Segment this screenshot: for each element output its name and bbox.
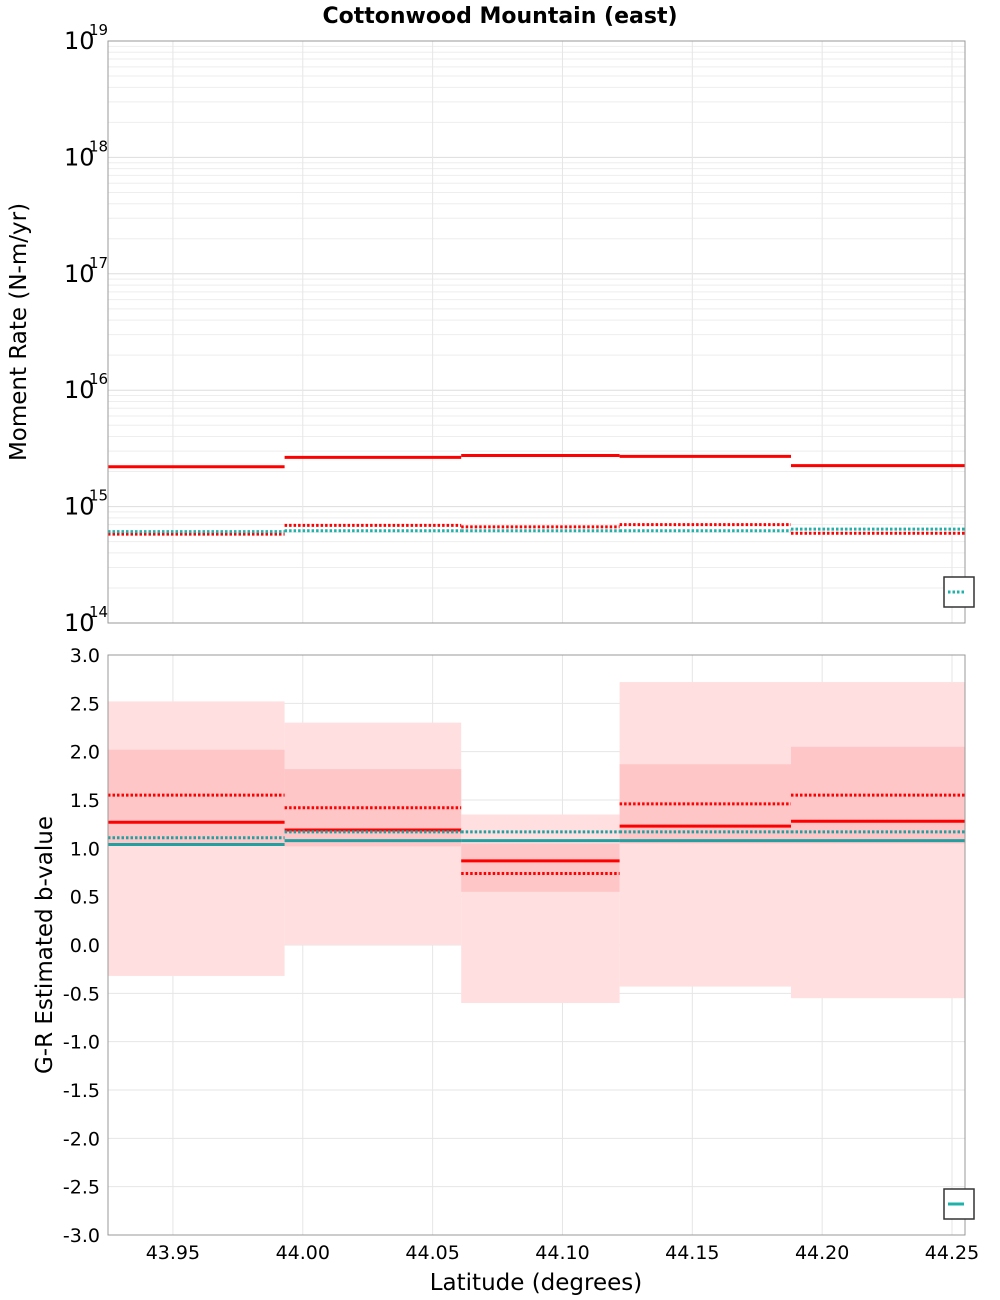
bottom-y-tick-label: -3.0 (63, 1225, 100, 1247)
top-y-tick-base: 10 (64, 376, 95, 404)
bottom-y-tick-labels: -3.0 -2.5 -2.0 -1.5 -1.0 -0.5 0.0 0.5 1.0 1.5 2.0 2… (63, 645, 100, 1247)
bottom-y-tick-label: -2.5 (63, 1177, 100, 1199)
bottom-outer-band-rect (461, 814, 620, 1003)
x-tick-label: 44.25 (925, 1242, 979, 1264)
chart-title: Cottonwood Mountain (east) (322, 4, 677, 29)
top-y-tick-base: 10 (64, 27, 95, 55)
bottom-y-tick-label: -1.0 (63, 1032, 100, 1054)
bottom-y-tick-label: 1.0 (70, 838, 100, 860)
top-series (108, 453, 965, 536)
top-y-tick-base: 10 (64, 609, 95, 637)
top-gridlines (108, 41, 965, 624)
bottom-y-axis-label: G-R Estimated b-value (32, 816, 58, 1074)
top-y-axis-label: Moment Rate (N-m/yr) (6, 203, 32, 461)
bottom-plot-frame (107, 654, 966, 1236)
bottom-legend-box (943, 1188, 975, 1220)
bottom-y-tick-label: -2.0 (63, 1128, 100, 1150)
bottom-y-tick-label: -0.5 (63, 983, 100, 1005)
x-tick-labels: 43.95 44.00 44.05 44.10 44.15 44.20 44.25 (146, 1242, 979, 1264)
bottom-confidence-bands (108, 682, 965, 1003)
x-axis-label: Latitude (degrees) (430, 1270, 643, 1296)
top-y-tick-exponent: 18 (89, 137, 108, 155)
x-tick-label: 44.20 (795, 1242, 849, 1264)
bottom-y-tick-label: 0.0 (70, 935, 100, 957)
top-plot-frame (107, 40, 966, 624)
bottom-y-tick-label: 2.5 (70, 693, 100, 715)
bottom-y-tick-label: -1.5 (63, 1080, 100, 1102)
bottom-y-tick-label: 3.0 (70, 645, 100, 667)
bottom-panel: -3.0 -2.5 -2.0 -1.5 -1.0 -0.5 0.0 0.5 1.0 1.5 2.0 2… (32, 645, 979, 1296)
top-y-tick-exponent: 16 (89, 370, 108, 388)
x-tick-label: 44.15 (665, 1242, 719, 1264)
top-y-tick-exponent: 15 (89, 487, 108, 505)
x-tick-label: 44.00 (276, 1242, 330, 1264)
bottom-series (108, 793, 965, 875)
bottom-y-tick-label: 1.5 (70, 790, 100, 812)
x-tick-label: 43.95 (146, 1242, 200, 1264)
top-y-tick-base: 10 (64, 493, 95, 521)
top-y-tick-exponent: 19 (89, 21, 108, 39)
top-y-tick-base: 10 (64, 143, 95, 171)
bottom-y-tick-label: 0.5 (70, 887, 100, 909)
x-tick-label: 44.10 (535, 1242, 589, 1264)
x-tick-label: 44.05 (405, 1242, 459, 1264)
bottom-inner-band-rect (461, 843, 620, 892)
top-y-tick-base: 10 (64, 260, 95, 288)
top-legend-box (943, 576, 975, 608)
top-y-tick-exponent: 14 (89, 603, 108, 621)
top-y-tick-exponent: 17 (89, 254, 108, 272)
bottom-y-tick-label: 2.0 (70, 742, 100, 764)
